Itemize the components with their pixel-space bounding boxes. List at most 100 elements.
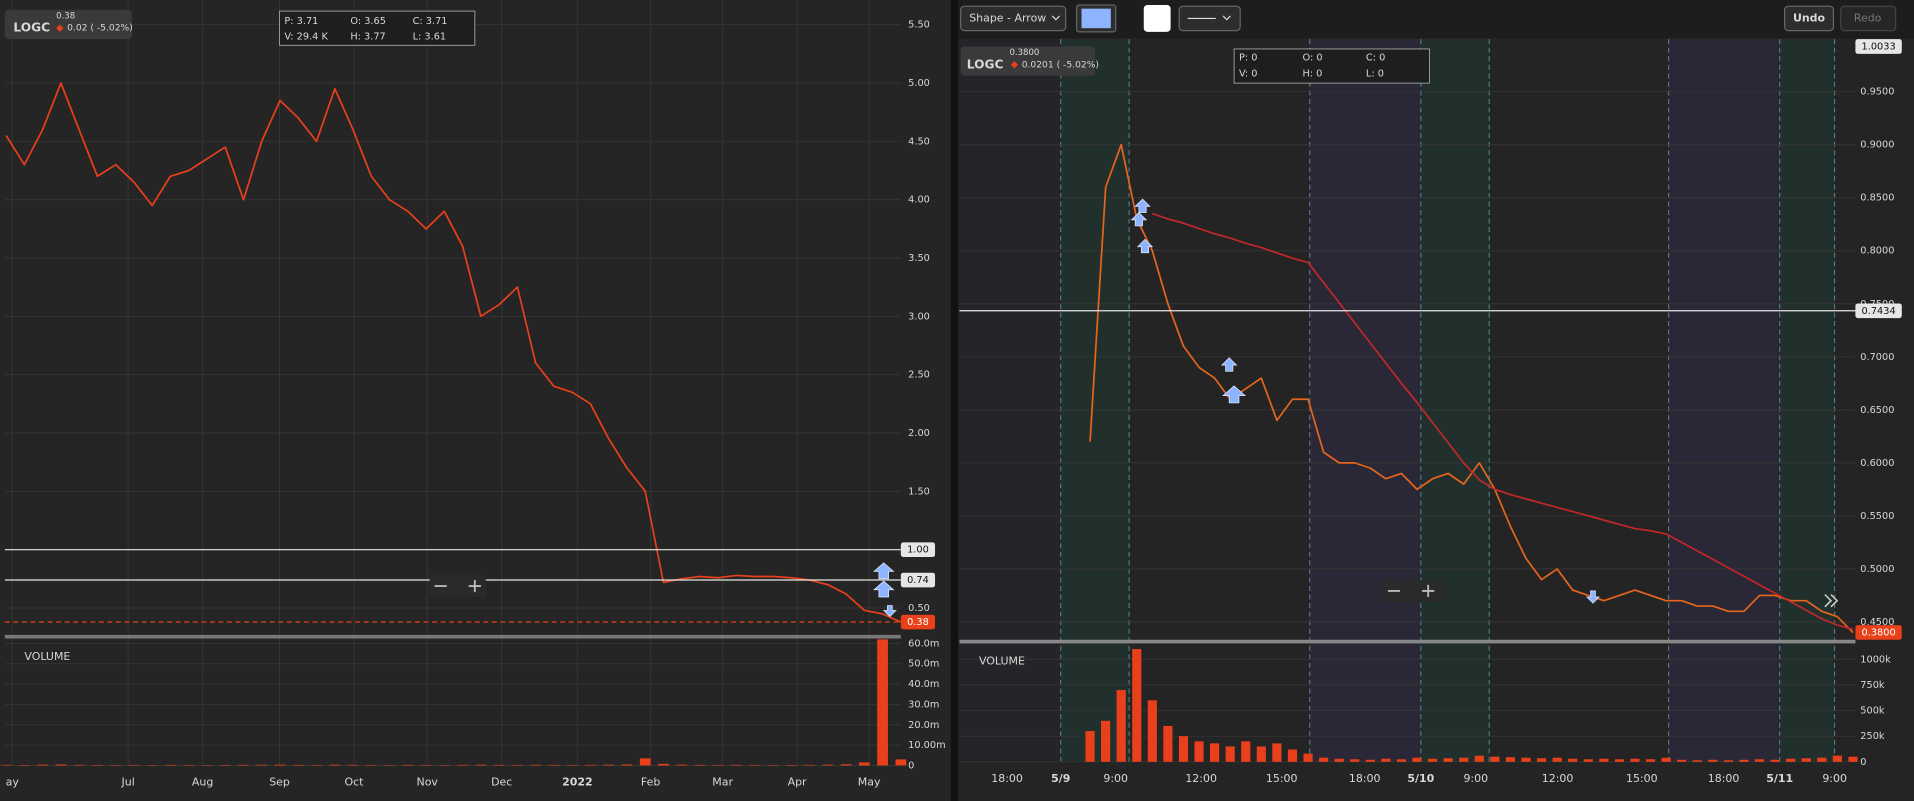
y-tick-label: 500k bbox=[1860, 706, 1885, 717]
volume-title: VOLUME bbox=[979, 655, 1025, 668]
arrow-shape[interactable] bbox=[873, 562, 895, 580]
volume-bar bbox=[1490, 756, 1500, 762]
volume-bar bbox=[1272, 743, 1282, 762]
y-tick-label: 0.5500 bbox=[1860, 511, 1894, 522]
volume-bar bbox=[1412, 757, 1422, 762]
y-tick-label: 0.6500 bbox=[1860, 405, 1894, 416]
volume-bar bbox=[493, 764, 505, 766]
volume-bar bbox=[1552, 757, 1562, 762]
zoom-in[interactable] bbox=[468, 579, 481, 593]
x-tick-label: 18:00 bbox=[991, 772, 1023, 785]
volume-bar bbox=[1225, 746, 1235, 762]
volume-bar bbox=[877, 639, 888, 766]
y-tick-label: 3.50 bbox=[908, 253, 930, 264]
volume-bar bbox=[219, 764, 231, 766]
x-tick-label: 5/9 bbox=[1051, 772, 1070, 785]
zoom-in[interactable] bbox=[1422, 584, 1435, 598]
volume-bar bbox=[292, 764, 304, 766]
y-tick-label: 60.0m bbox=[908, 638, 939, 649]
arrow-shape[interactable] bbox=[1222, 385, 1247, 404]
x-tick-label: 9:00 bbox=[1463, 772, 1488, 785]
ohlc: P: 0 bbox=[1239, 52, 1257, 63]
ohlc: C: 0 bbox=[1366, 52, 1385, 63]
volume-bar bbox=[457, 764, 468, 766]
x-tick-label: 18:00 bbox=[1349, 772, 1381, 785]
x-tick-label: 9:00 bbox=[1103, 772, 1128, 785]
arrow-shape[interactable] bbox=[1220, 357, 1238, 372]
volume-bar bbox=[1786, 758, 1796, 762]
volume-bar bbox=[311, 764, 322, 766]
shape-select[interactable]: Shape - Arrow bbox=[960, 5, 1067, 32]
x-tick-label: Sep bbox=[269, 776, 290, 789]
pane-separator bbox=[4, 634, 901, 639]
x-tick-label: Oct bbox=[345, 776, 365, 789]
y-tick-label: 4.50 bbox=[908, 136, 930, 147]
fill-picker[interactable] bbox=[1143, 5, 1171, 32]
ohlc: C: 3.71 bbox=[413, 16, 448, 27]
volume-bar bbox=[785, 764, 797, 766]
y-tick-label: 0.8500 bbox=[1860, 193, 1894, 204]
ohlc: H: 0 bbox=[1302, 68, 1322, 79]
volume-bar bbox=[1116, 690, 1126, 762]
y-tick-label: 250k bbox=[1860, 731, 1885, 742]
undo-label[interactable]: Undo bbox=[1793, 11, 1826, 24]
arrow-shape[interactable] bbox=[1136, 238, 1154, 254]
zoom-controls[interactable] bbox=[429, 575, 486, 598]
arrow-shape[interactable] bbox=[1134, 198, 1151, 213]
zoom-bg bbox=[1381, 579, 1446, 602]
arrow-shape[interactable] bbox=[873, 580, 895, 598]
volume-bar bbox=[1521, 757, 1531, 762]
arrow-shape[interactable] bbox=[1130, 211, 1148, 227]
dropdown[interactable] bbox=[960, 5, 1067, 32]
arrow-shape[interactable] bbox=[882, 605, 897, 618]
volume-bar bbox=[1101, 720, 1111, 762]
volume-bar bbox=[840, 764, 852, 766]
price-badge bbox=[1855, 303, 1902, 319]
volume-bar bbox=[1443, 758, 1453, 762]
x-tick-label: Nov bbox=[417, 776, 439, 789]
x-tick-label: 18:00 bbox=[1708, 772, 1740, 785]
down-icon bbox=[56, 24, 64, 32]
volume-bar bbox=[1832, 755, 1842, 762]
volume-bar bbox=[1817, 757, 1827, 762]
volume-bar bbox=[804, 764, 815, 766]
volume-bar bbox=[895, 759, 907, 766]
scroll-end[interactable] bbox=[1824, 594, 1839, 608]
undo-button[interactable] bbox=[1783, 5, 1835, 32]
x-tick-label: 12:00 bbox=[1542, 772, 1574, 785]
price-badge bbox=[900, 542, 936, 558]
price-line bbox=[1152, 212, 1854, 631]
volume-bar bbox=[1630, 758, 1640, 762]
plots: 0.50 1.00 1.50 2.00 2.50 3.00 3.50 4.00 4.50 5.00… bbox=[0, 0, 1902, 789]
volume-bar bbox=[1303, 753, 1313, 762]
toolbar bbox=[958, 0, 1914, 38]
redo-button[interactable] bbox=[1840, 5, 1897, 32]
volume-bar bbox=[1848, 756, 1858, 762]
volume-bar bbox=[347, 764, 359, 766]
x-tick-label: 15:00 bbox=[1266, 772, 1298, 785]
x-tick-label: 9:00 bbox=[1822, 772, 1847, 785]
y-tick-label: 0.9500 bbox=[1860, 87, 1894, 98]
redo-label[interactable]: Redo bbox=[1854, 11, 1882, 24]
x-tick-label: Dec bbox=[491, 776, 512, 789]
dropdown-label[interactable]: Shape - Arrow bbox=[969, 11, 1046, 24]
volume-bar bbox=[1287, 749, 1298, 762]
x-tick-label: 2022 bbox=[562, 776, 593, 789]
volume-bar bbox=[0, 764, 12, 766]
volume-bar bbox=[274, 764, 286, 766]
arrow-shape[interactable] bbox=[1585, 590, 1600, 604]
price-badge bbox=[1855, 625, 1902, 640]
volume-bar bbox=[183, 764, 195, 766]
y-tick-label: 0.50 bbox=[908, 603, 930, 614]
volume-bar bbox=[1677, 759, 1687, 762]
volume-bar bbox=[603, 764, 615, 766]
volume-bar bbox=[1801, 758, 1811, 762]
volume-bar bbox=[1163, 725, 1173, 762]
line-style[interactable] bbox=[1178, 5, 1241, 32]
volume-bar bbox=[1708, 759, 1718, 762]
color-swatch bbox=[1081, 8, 1111, 29]
y-tick-label: 0.5000 bbox=[1860, 564, 1894, 575]
volume-bar bbox=[1754, 759, 1765, 762]
zoom-controls[interactable] bbox=[1381, 579, 1446, 602]
